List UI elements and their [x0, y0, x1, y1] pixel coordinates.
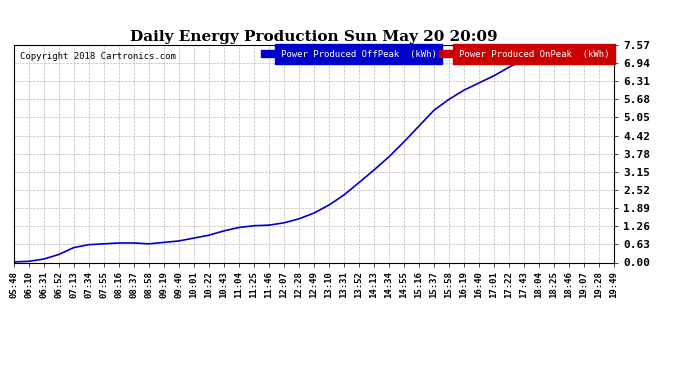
Title: Daily Energy Production Sun May 20 20:09: Daily Energy Production Sun May 20 20:09	[130, 30, 497, 44]
Text: Copyright 2018 Cartronics.com: Copyright 2018 Cartronics.com	[20, 51, 176, 60]
Legend: Power Produced OffPeak  (kWh), Power Produced OnPeak  (kWh): Power Produced OffPeak (kWh), Power Prod…	[261, 50, 609, 58]
